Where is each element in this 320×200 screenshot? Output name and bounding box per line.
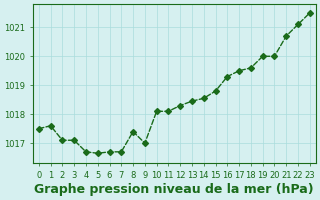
X-axis label: Graphe pression niveau de la mer (hPa): Graphe pression niveau de la mer (hPa): [35, 183, 314, 196]
